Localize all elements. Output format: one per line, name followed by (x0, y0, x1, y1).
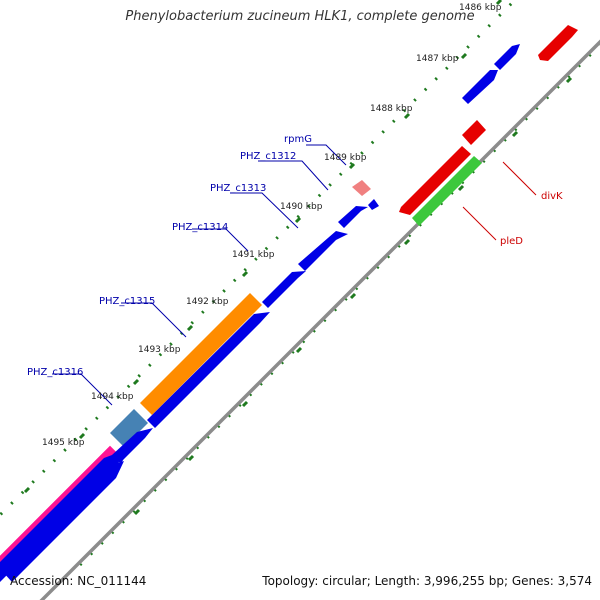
accession-value: NC_011144 (77, 574, 147, 588)
gene-label-divK[interactable]: divK (541, 191, 563, 202)
scale-label-1494: 1494 kbp (91, 392, 134, 402)
gene-steel-block (110, 409, 148, 447)
genome-stats: Topology: circular; Length: 3,996,255 bp… (262, 574, 592, 588)
scale-label-1487: 1487 kbp (416, 54, 459, 64)
inner-major-ticks (133, 76, 573, 516)
gene-red-top-arrow (538, 25, 578, 61)
gene-label-phz-c1315[interactable]: PHZ_c1315 (99, 296, 155, 307)
gene-labels: rpmG PHZ_c1312 PHZ_c1313 PHZ_c1314 PHZ_c… (27, 134, 563, 378)
accession-label: Accession: (10, 574, 74, 588)
accession-info: Accession: NC_011144 (10, 574, 146, 588)
scale-label-1493: 1493 kbp (138, 345, 181, 355)
scale-label-1486: 1486 kbp (459, 3, 502, 13)
topology-label: Topology: (262, 574, 319, 588)
scale-label-1488: 1488 kbp (370, 104, 413, 114)
outer-major-ticks (23, 0, 503, 494)
scale-label-1489: 1489 kbp (324, 153, 367, 163)
gene-red-small-arrow (462, 120, 486, 145)
red-callout-lines (462, 161, 537, 241)
length-value: 3,996,255 bp (423, 574, 504, 588)
gene-light-red-arrow (352, 180, 371, 196)
scale-label-1491: 1491 kbp (232, 250, 275, 260)
gene-label-phz-c1314[interactable]: PHZ_c1314 (172, 222, 228, 233)
gene-orange-block (140, 293, 262, 415)
gene-label-phz-c1312[interactable]: PHZ_c1312 (240, 151, 296, 162)
gene-label-pleD[interactable]: pleD (500, 236, 523, 247)
gene-label-phz-c1316[interactable]: PHZ_c1316 (27, 367, 83, 378)
scale-label-1490: 1490 kbp (280, 202, 323, 212)
cds-forward-arrows (0, 44, 520, 582)
scale-label-1495: 1495 kbp (42, 438, 85, 448)
length-label: Length: (374, 574, 421, 588)
gene-pleD-arrow (412, 156, 482, 226)
genome-title: Phenylobacterium zucineum HLK1, complete… (125, 9, 475, 24)
gene-label-phz-c1313[interactable]: PHZ_c1313 (210, 183, 266, 194)
gene-divK-arrow (399, 146, 471, 215)
genome-backbone (39, 39, 600, 600)
callout-lines (52, 144, 347, 406)
genes-label: Genes: (511, 574, 554, 588)
reverse-strand-genes (399, 120, 486, 226)
scale-labels: 1486 kbp 1487 kbp 1488 kbp 1489 kbp 1490… (42, 3, 502, 448)
genes-value: 3,574 (557, 574, 592, 588)
scale-label-1492: 1492 kbp (186, 297, 229, 307)
inner-dotted-guide (78, 43, 600, 567)
gene-label-rpmG[interactable]: rpmG (284, 134, 312, 145)
topology-value: circular (322, 574, 367, 588)
